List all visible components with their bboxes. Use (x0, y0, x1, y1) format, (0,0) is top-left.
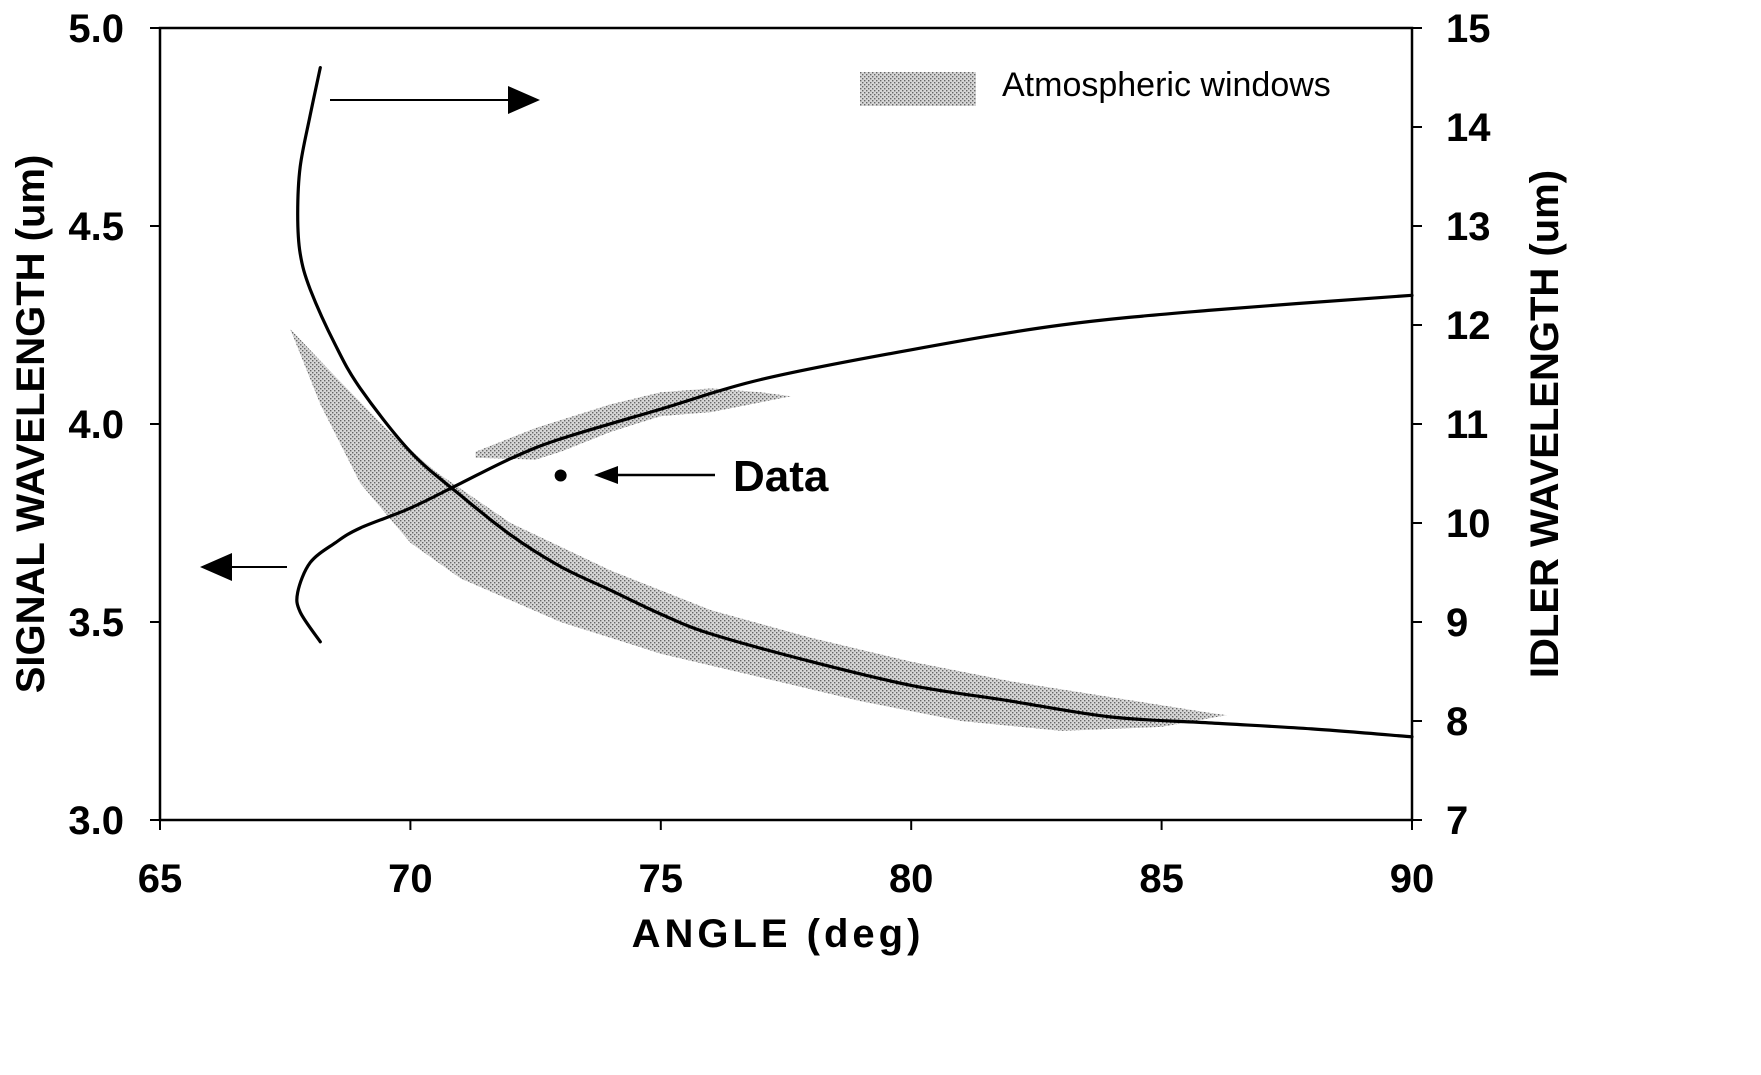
data-point (554, 469, 567, 482)
x-axis-title: ANGLE (deg) (632, 912, 925, 956)
legend-swatch (860, 72, 976, 106)
y-right-tick-label: 10 (1446, 502, 1491, 546)
x-tick-label: 85 (1139, 857, 1184, 901)
y-right-tick-label: 11 (1446, 403, 1488, 447)
x-tick-label: 80 (889, 857, 934, 901)
signal-wavelength-line (296, 66, 1414, 739)
legend-label: Atmospheric windows (1002, 66, 1331, 104)
data-annotation-label: Data (733, 452, 829, 501)
y-right-tick-label: 7 (1446, 799, 1468, 843)
atmospheric-window-band-1 (290, 329, 1227, 731)
x-tick-label: 90 (1390, 857, 1435, 901)
atmospheric-window-bands (290, 329, 1227, 731)
idler-wavelength-line (295, 293, 1414, 644)
arrow-left-icon (200, 553, 287, 581)
y-right-tick-label: 14 (1446, 106, 1491, 150)
y-right-tick-label: 12 (1446, 304, 1491, 348)
y-right-tick-label: 15 (1446, 7, 1491, 51)
y-left-tick-label: 3.0 (68, 799, 124, 843)
y-right-tick-label: 8 (1446, 700, 1468, 744)
x-tick-label: 65 (138, 857, 183, 901)
axis-ticks: 65 70 75 80 85 90 3.0 3.5 4.0 4.5 5.0 7 8 9 10 11 12 13 14… (68, 7, 1491, 901)
series-lines (295, 66, 1414, 739)
y-left-tick-label: 3.5 (68, 601, 124, 645)
y-axis-right-title: IDLER WAVELENGTH (um) (1523, 170, 1567, 678)
x-tick-label: 70 (388, 857, 433, 901)
y-left-tick-label: 4.5 (68, 205, 124, 249)
y-axis-left-title: SIGNAL WAVELENGTH (um) (9, 155, 53, 694)
data-annotation-arrow-icon (594, 466, 715, 484)
arrow-right-icon (330, 86, 540, 114)
y-left-tick-label: 4.0 (68, 403, 124, 447)
y-right-tick-label: 13 (1446, 205, 1491, 249)
x-tick-label: 75 (639, 857, 684, 901)
y-left-tick-label: 5.0 (68, 7, 124, 51)
y-right-tick-label: 9 (1446, 601, 1468, 645)
atmospheric-window-band-2 (475, 388, 791, 460)
